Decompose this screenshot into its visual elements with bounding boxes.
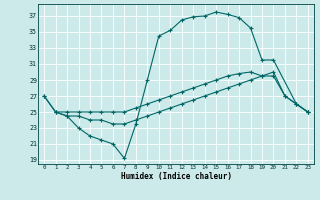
X-axis label: Humidex (Indice chaleur): Humidex (Indice chaleur) (121, 172, 231, 181)
